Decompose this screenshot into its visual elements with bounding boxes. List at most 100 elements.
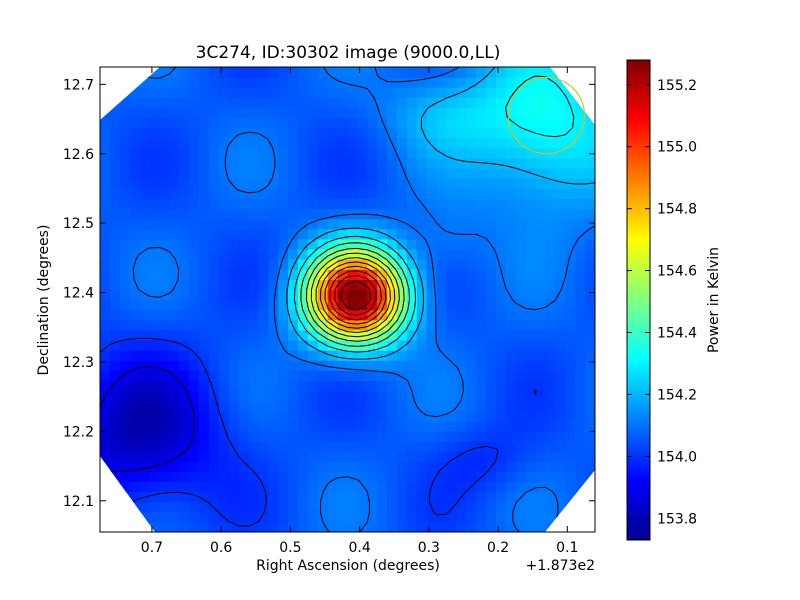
heatmap-cell xyxy=(337,350,349,361)
heatmap-cell xyxy=(525,259,537,270)
heatmap-cell xyxy=(496,339,507,351)
heatmap-cell xyxy=(525,289,537,301)
heatmap-cell xyxy=(525,441,537,452)
heatmap-cell xyxy=(258,471,269,483)
heatmap-cell xyxy=(228,360,240,371)
y-axis-label: Declination (degrees) xyxy=(36,225,52,376)
heatmap-cell xyxy=(347,289,358,301)
heatmap-cell xyxy=(357,390,368,402)
heatmap-cell xyxy=(149,269,160,280)
heatmap-cell xyxy=(258,511,269,523)
heatmap-cell xyxy=(377,501,388,513)
heatmap-cell xyxy=(525,248,537,260)
heatmap-cell xyxy=(406,380,418,392)
heatmap-cell xyxy=(307,471,319,483)
heatmap-cell xyxy=(189,299,200,311)
heatmap-cell xyxy=(357,471,368,483)
heatmap-cell xyxy=(347,410,358,422)
heatmap-cell xyxy=(179,410,190,422)
heatmap-cell xyxy=(199,97,210,109)
heatmap-cell xyxy=(288,390,299,402)
heatmap-cell xyxy=(436,77,448,88)
heatmap-cell xyxy=(496,511,507,523)
heatmap-cell xyxy=(337,178,349,189)
heatmap-cell xyxy=(248,430,259,442)
heatmap-cell xyxy=(347,248,358,260)
heatmap-cell xyxy=(199,178,210,189)
heatmap-cell xyxy=(416,319,428,331)
heatmap-cell xyxy=(496,299,507,311)
heatmap-cell xyxy=(100,319,111,331)
heatmap-cell xyxy=(307,390,319,402)
heatmap-cell xyxy=(377,77,388,88)
heatmap-cell xyxy=(258,370,269,381)
heatmap-cell xyxy=(525,461,537,472)
heatmap-cell xyxy=(545,228,556,240)
heatmap-cell xyxy=(119,188,131,200)
heatmap-cell xyxy=(585,208,595,220)
heatmap-cell xyxy=(456,441,467,452)
heatmap-cell xyxy=(109,238,121,250)
heatmap-cell xyxy=(387,511,398,523)
heatmap-cell xyxy=(307,360,319,371)
heatmap-cell xyxy=(426,168,438,179)
heatmap-cell xyxy=(585,248,595,260)
heatmap-cell xyxy=(129,188,141,200)
heatmap-cell xyxy=(298,168,309,179)
heatmap-cell xyxy=(199,319,210,331)
heatmap-cell xyxy=(278,188,289,200)
heatmap-cell xyxy=(278,390,289,402)
heatmap-cell xyxy=(377,451,388,462)
heatmap-cell xyxy=(139,329,151,341)
heatmap-cell xyxy=(406,228,418,240)
heatmap-cell xyxy=(397,137,408,149)
heatmap-cell xyxy=(258,77,269,88)
heatmap-cell xyxy=(456,77,467,88)
heatmap-cell xyxy=(179,97,190,109)
heatmap-cell xyxy=(268,117,279,129)
heatmap-cell xyxy=(565,400,576,412)
heatmap-cell xyxy=(496,400,507,412)
heatmap-cell xyxy=(307,329,319,341)
heatmap-cell xyxy=(298,481,309,493)
heatmap-cell xyxy=(119,157,131,169)
heatmap-cell xyxy=(585,339,595,351)
heatmap-cell xyxy=(476,521,487,532)
heatmap-cell xyxy=(307,501,319,513)
heatmap-cell xyxy=(406,107,418,119)
heatmap-cell xyxy=(545,451,556,462)
heatmap-cell xyxy=(446,117,457,129)
heatmap-cell xyxy=(416,188,428,200)
heatmap-cell xyxy=(436,481,448,493)
heatmap-cell xyxy=(278,481,289,493)
y-tick-label: 12.3 xyxy=(63,355,94,371)
heatmap-cell xyxy=(357,410,368,422)
heatmap-cell xyxy=(515,309,527,321)
heatmap-cell xyxy=(129,441,141,452)
heatmap-cell xyxy=(466,137,477,149)
heatmap-cell xyxy=(416,511,428,523)
heatmap-cell xyxy=(208,360,220,371)
heatmap-cell xyxy=(208,471,220,483)
heatmap-cell xyxy=(228,228,240,240)
heatmap-cell xyxy=(476,147,487,159)
heatmap-cell xyxy=(208,319,220,331)
heatmap-cell xyxy=(288,97,299,109)
heatmap-cell xyxy=(585,137,595,149)
heatmap-cell xyxy=(406,259,418,270)
heatmap-cell xyxy=(258,289,269,301)
heatmap-cell xyxy=(426,107,438,119)
heatmap-cell xyxy=(397,441,408,452)
heatmap-cell xyxy=(367,309,378,321)
heatmap-cell xyxy=(298,279,309,290)
heatmap-cell xyxy=(169,218,180,230)
heatmap-cell xyxy=(436,329,448,341)
heatmap-cell xyxy=(208,208,220,220)
heatmap-cell xyxy=(456,137,467,149)
heatmap-cell xyxy=(377,147,388,159)
heatmap-cell xyxy=(357,380,368,392)
heatmap-cell xyxy=(258,350,269,361)
heatmap-cell xyxy=(208,137,220,149)
heatmap-cell xyxy=(496,390,507,402)
heatmap-cell xyxy=(228,521,240,532)
